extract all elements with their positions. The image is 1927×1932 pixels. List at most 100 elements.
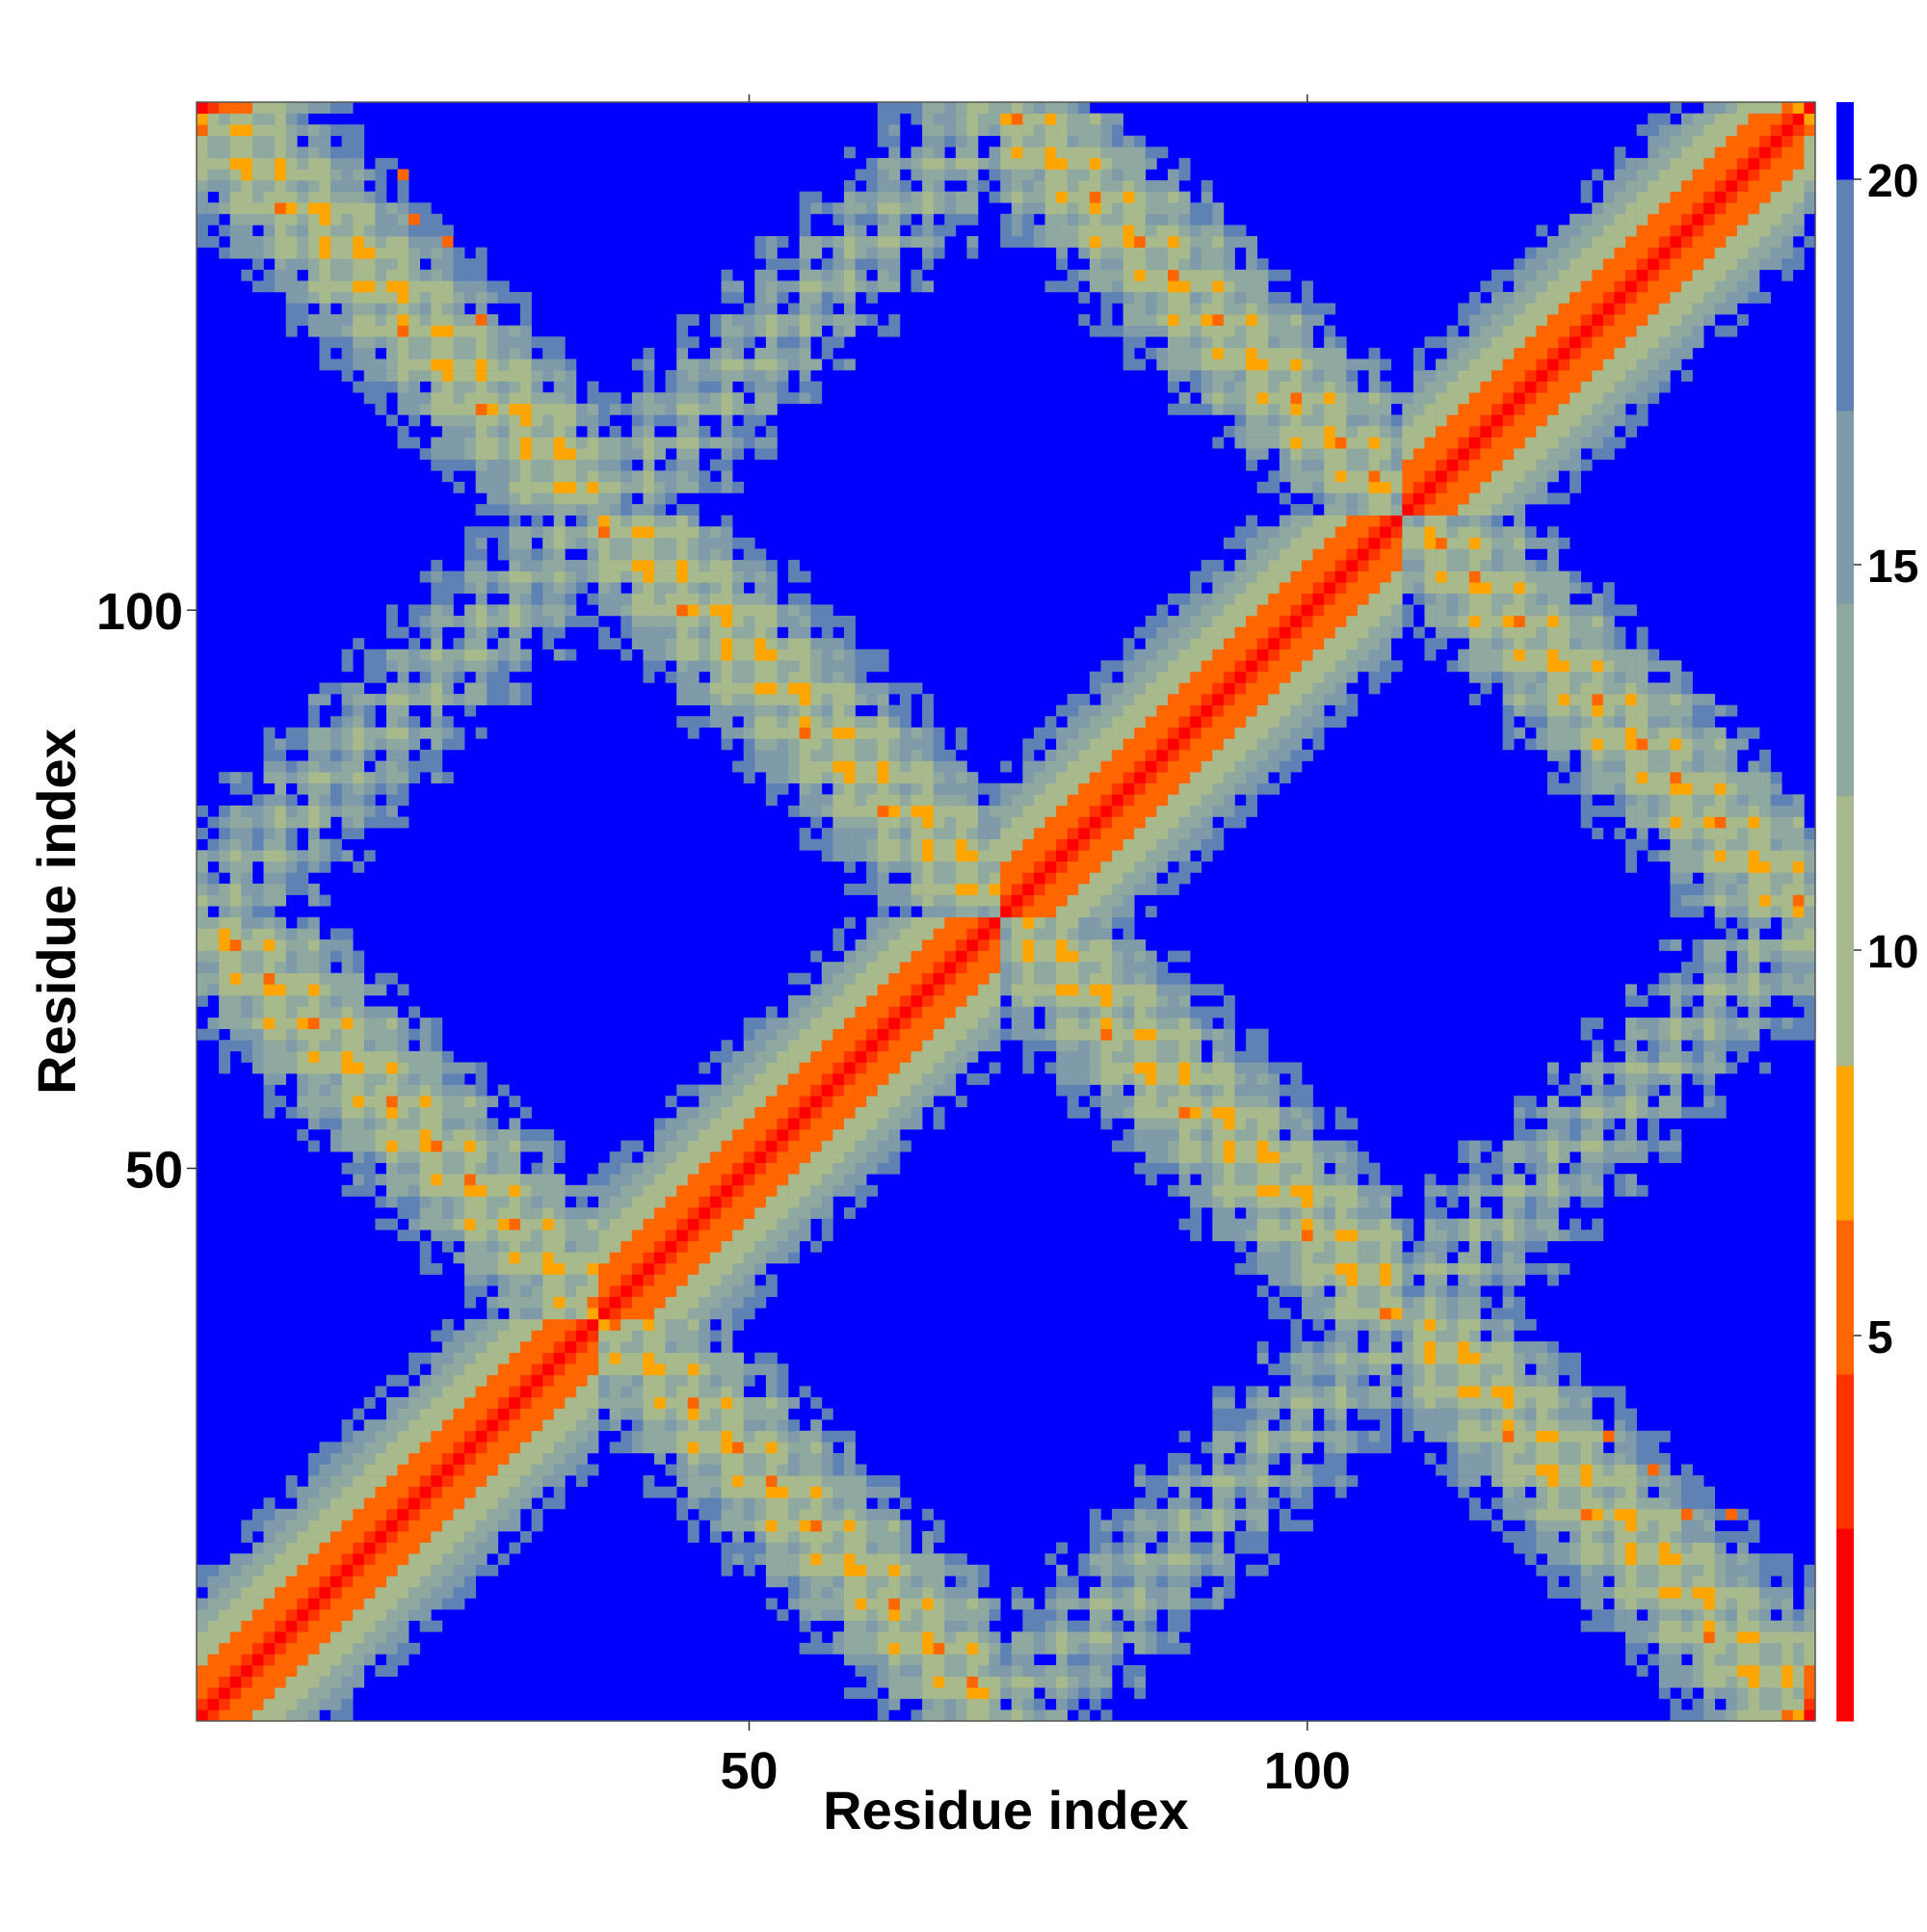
heatmap-cell [475,1341,488,1353]
heatmap-cell [955,962,967,974]
heatmap-cell [520,314,532,327]
heatmap-cell [542,1240,555,1253]
heatmap-cell [654,481,666,493]
heatmap-cell [353,358,365,371]
heatmap-cell [911,894,923,907]
heatmap-cell [297,1687,309,1700]
heatmap-cell [330,972,342,985]
heatmap-cell [229,872,242,885]
heatmap-cell [307,1698,320,1710]
heatmap-cell [285,269,298,281]
heatmap-cell [922,169,934,181]
heatmap-cell [385,1006,398,1019]
heatmap-cell [665,638,677,650]
heatmap-cell [855,236,867,248]
heatmap-cell [319,213,331,225]
heatmap-cell [441,1520,454,1532]
heatmap-cell [263,1709,276,1722]
heatmap-cell [855,1508,867,1521]
heatmap-cell [330,269,342,281]
heatmap-cell [375,1040,387,1052]
heatmap-cell [598,1285,610,1298]
heatmap-cell [497,1151,510,1163]
heatmap-cell [877,694,889,705]
heatmap-cell [319,1073,331,1085]
heatmap-cell [821,694,833,705]
heatmap-cell [531,1207,543,1219]
heatmap-cell [575,560,588,571]
heatmap-cell [888,738,901,751]
heatmap-cell [229,225,242,237]
heatmap-cell [877,1665,889,1677]
heatmap-cell [431,1520,443,1532]
heatmap-cell [431,1106,443,1119]
heatmap-cell [409,638,421,650]
heatmap-cell [687,648,700,661]
heatmap-cell [989,113,1001,125]
heatmap-cell [575,615,588,627]
heatmap-cell [453,660,465,673]
heatmap-cell [754,1352,767,1364]
heatmap-cell [620,1285,633,1298]
heatmap-cell [654,537,666,549]
heatmap-cell [319,894,331,907]
heatmap-cell [676,1174,689,1186]
heatmap-cell [241,939,253,951]
heatmap-cell [397,782,409,795]
heatmap-cell [699,1497,711,1510]
heatmap-cell [397,325,409,337]
heatmap-cell [319,1452,331,1465]
heatmap-cell [933,928,945,940]
heatmap-cell [732,1475,745,1487]
heatmap-cell [542,1374,555,1387]
heatmap-cell [475,269,488,281]
heatmap-cell [643,1352,655,1364]
heatmap-cell [709,1296,722,1309]
heatmap-cell [553,537,566,549]
heatmap-cell [699,682,711,695]
heatmap-cell [453,582,465,595]
heatmap-cell [721,1363,733,1376]
heatmap-cell [509,437,521,449]
heatmap-cell [229,124,242,137]
heatmap-cell [385,805,398,817]
heatmap-cell [542,1497,555,1510]
heatmap-cell [966,113,979,125]
heatmap-cell [341,370,354,382]
heatmap-cell [275,269,286,281]
heatmap-cell [542,1308,555,1320]
heatmap-cell [1022,828,1035,839]
heatmap-cell [397,1018,409,1029]
heatmap-cell [888,1508,901,1521]
heatmap-cell [307,1040,320,1052]
heatmap-cell [989,805,1001,817]
heatmap-cell [319,772,331,784]
heatmap-cell [520,1330,532,1342]
heatmap-cell [922,1687,934,1700]
heatmap-cell [888,1642,901,1654]
heatmap-cell [754,1151,767,1163]
heatmap-cell [353,157,365,170]
heatmap-cell [788,1240,800,1253]
heatmap-cell [229,1654,242,1666]
heatmap-cell [944,1040,957,1052]
heatmap-cell [475,548,488,561]
heatmap-cell [643,1262,655,1275]
heatmap-cell [654,648,666,661]
heatmap-cell [475,1374,488,1387]
heatmap-cell [922,727,934,739]
heatmap-cell [431,1419,443,1432]
heatmap-cell [788,1598,800,1610]
heatmap-cell [285,213,298,225]
heatmap-cell [330,102,342,114]
heatmap-cell [319,694,331,705]
heatmap-cell [922,760,934,773]
heatmap-cell [453,358,465,371]
heatmap-cell [899,738,911,751]
heatmap-cell [275,1531,286,1543]
heatmap-cell [251,994,264,1007]
heatmap-cell [275,838,286,851]
heatmap-cell [944,850,957,862]
heatmap-cell [609,515,621,527]
heatmap-cell [251,850,264,862]
